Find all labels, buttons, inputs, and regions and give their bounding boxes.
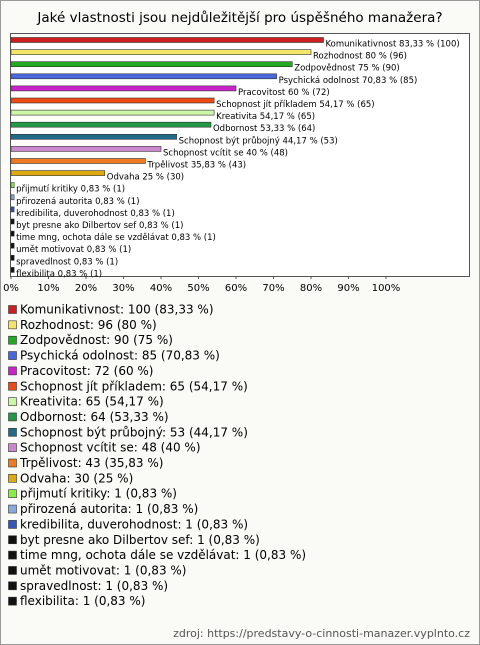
legend-swatch: [8, 489, 17, 499]
bar-label: flexibilita 0,83 % (1): [16, 269, 102, 279]
legend-swatch: [8, 504, 17, 514]
legend-swatch: [8, 474, 17, 483]
x-tick-label: 60%: [225, 283, 247, 294]
x-tick-label: 0%: [3, 283, 19, 294]
bar-label: Kreativita 54,17 % (65): [216, 112, 315, 122]
legend-label: kredibilita, duverohodnost: 1 (0,83 %): [20, 517, 248, 531]
legend-label: Psychická odolnost: 85 (70,83 %): [20, 349, 220, 363]
x-tick-label: 10%: [37, 283, 59, 294]
bar: [10, 206, 15, 213]
bar-label: umět motivovat 0,83 % (1): [16, 245, 131, 255]
bar-label: přirozená autorita 0,83 % (1): [16, 197, 139, 207]
bar-label: Schopnost vcítit se 40 % (48): [163, 148, 288, 158]
x-tick-label: 40%: [150, 283, 172, 294]
x-tick-label: 90%: [337, 283, 359, 294]
legend-label: flexibilita: 1 (0,83 %): [20, 594, 145, 608]
legend-swatch: [8, 366, 17, 376]
bar-label: Schopnost být průbojný 44,17 % (53): [179, 135, 338, 146]
bar: [10, 37, 324, 43]
bar: [10, 61, 293, 68]
x-tick-label: 20%: [75, 283, 97, 294]
bar: [10, 73, 277, 80]
legend-swatch: [8, 320, 17, 330]
bar-label: Rozhodnost 80 % (96): [313, 52, 407, 62]
bar: [10, 170, 106, 176]
x-tick-label: 100%: [372, 283, 401, 294]
bar-label: Schopnost jít příkladem 54,17 % (65): [216, 100, 374, 110]
chart-title: Jaké vlastnosti jsou nejdůležitější pro …: [36, 10, 442, 26]
legend-swatch: [8, 381, 17, 391]
bar-label: byt presne ako Dilbertov sef 0,83 % (1): [16, 221, 183, 231]
legend-label: Zodpovědnost: 90 (75 %): [20, 333, 173, 347]
bar: [10, 85, 237, 92]
legend-label: spravedlnost: 1 (0,83 %): [20, 579, 168, 593]
bar-label: Pracovitost 60 % (72): [238, 88, 330, 98]
bar: [10, 182, 15, 188]
bar: [10, 49, 312, 55]
bar-label: time mng, ochota dále se vzdělávat 0,83 …: [16, 233, 216, 243]
bar-label: Psychická odolnost 70,83 % (85): [279, 76, 418, 86]
legend-swatch: [8, 550, 17, 560]
legend-label: Kreativita: 65 (54,17 %): [20, 395, 164, 409]
bar-label: kredibilita, duverohodnost 0,83 % (1): [16, 209, 175, 219]
legend-swatch: [8, 427, 17, 437]
legend-label: Odvaha: 30 (25 %): [20, 471, 133, 485]
legend-label: Odbornost: 64 (53,33 %): [20, 410, 169, 424]
legend-swatch: [8, 458, 17, 468]
legend-swatch: [8, 351, 17, 360]
bar: [10, 194, 15, 201]
legend-label: umět motivovat: 1 (0,83 %): [20, 563, 186, 577]
legend-label: byt presne ako Dilbertov sef: 1 (0,83 %): [20, 533, 260, 547]
legend-swatch: [8, 412, 17, 422]
legend-swatch: [8, 443, 17, 452]
x-tick-label: 30%: [112, 283, 134, 294]
x-tick-label: 50%: [187, 283, 209, 294]
bar: [10, 146, 162, 152]
x-tick-label: 70%: [262, 283, 284, 294]
legend-swatch: [8, 397, 17, 406]
legend-label: přirozená autorita: 1 (0,83 %): [20, 502, 198, 516]
bar-label: spravedlnost 0,83 % (1): [16, 257, 118, 267]
legend-label: Schopnost vcítit se: 48 (40 %): [20, 441, 201, 455]
bar: [10, 97, 215, 104]
bar: [10, 255, 15, 261]
legend-swatch: [8, 335, 17, 345]
legend-swatch: [8, 305, 17, 314]
bar: [10, 109, 215, 116]
legend-swatch: [8, 581, 17, 591]
legend-label: přijmutí kritiky: 1 (0,83 %): [20, 487, 177, 501]
legend-label: time mng, ochota dále se vzdělávat: 1 (0…: [20, 548, 306, 562]
bar-label: Odbornost 53,33 % (64): [213, 124, 315, 134]
legend-label: Schopnost být průbojný: 53 (44,17 %): [20, 425, 248, 439]
legend-swatch: [8, 520, 17, 529]
legend-label: Komunikativnost: 100 (83,33 %): [20, 303, 214, 317]
bar-label: Trpělivost 35,83 % (43): [146, 161, 246, 171]
bar-label: Komunikativnost 83,33 % (100): [325, 40, 459, 50]
bar-label: Zodpovědnost 75 % (90): [294, 64, 399, 74]
legend-label: Schopnost jít příkladem: 65 (54,17 %): [20, 379, 248, 393]
bar: [10, 242, 15, 249]
legend-swatch: [8, 566, 17, 575]
source: zdroj: https://predstavy-o-cinnosti-mana…: [173, 627, 470, 640]
bar: [10, 158, 146, 164]
bar: [10, 267, 15, 273]
legend-label: Pracovitost: 72 (60 %): [20, 364, 153, 378]
legend-label: Rozhodnost: 96 (80 %): [20, 318, 157, 332]
legend-swatch: [8, 535, 17, 545]
bar: [10, 218, 15, 225]
bar-label: Odvaha 25 % (30): [107, 173, 184, 183]
legend-swatch: [8, 596, 17, 606]
bar: [10, 134, 177, 140]
legend-label: Trpělivost: 43 (35,83 %): [19, 456, 163, 470]
bar: [10, 121, 212, 128]
bar-label: přijmutí kritiky 0,83 % (1): [16, 185, 125, 195]
x-tick-label: 80%: [300, 283, 322, 294]
bar: [10, 230, 15, 237]
